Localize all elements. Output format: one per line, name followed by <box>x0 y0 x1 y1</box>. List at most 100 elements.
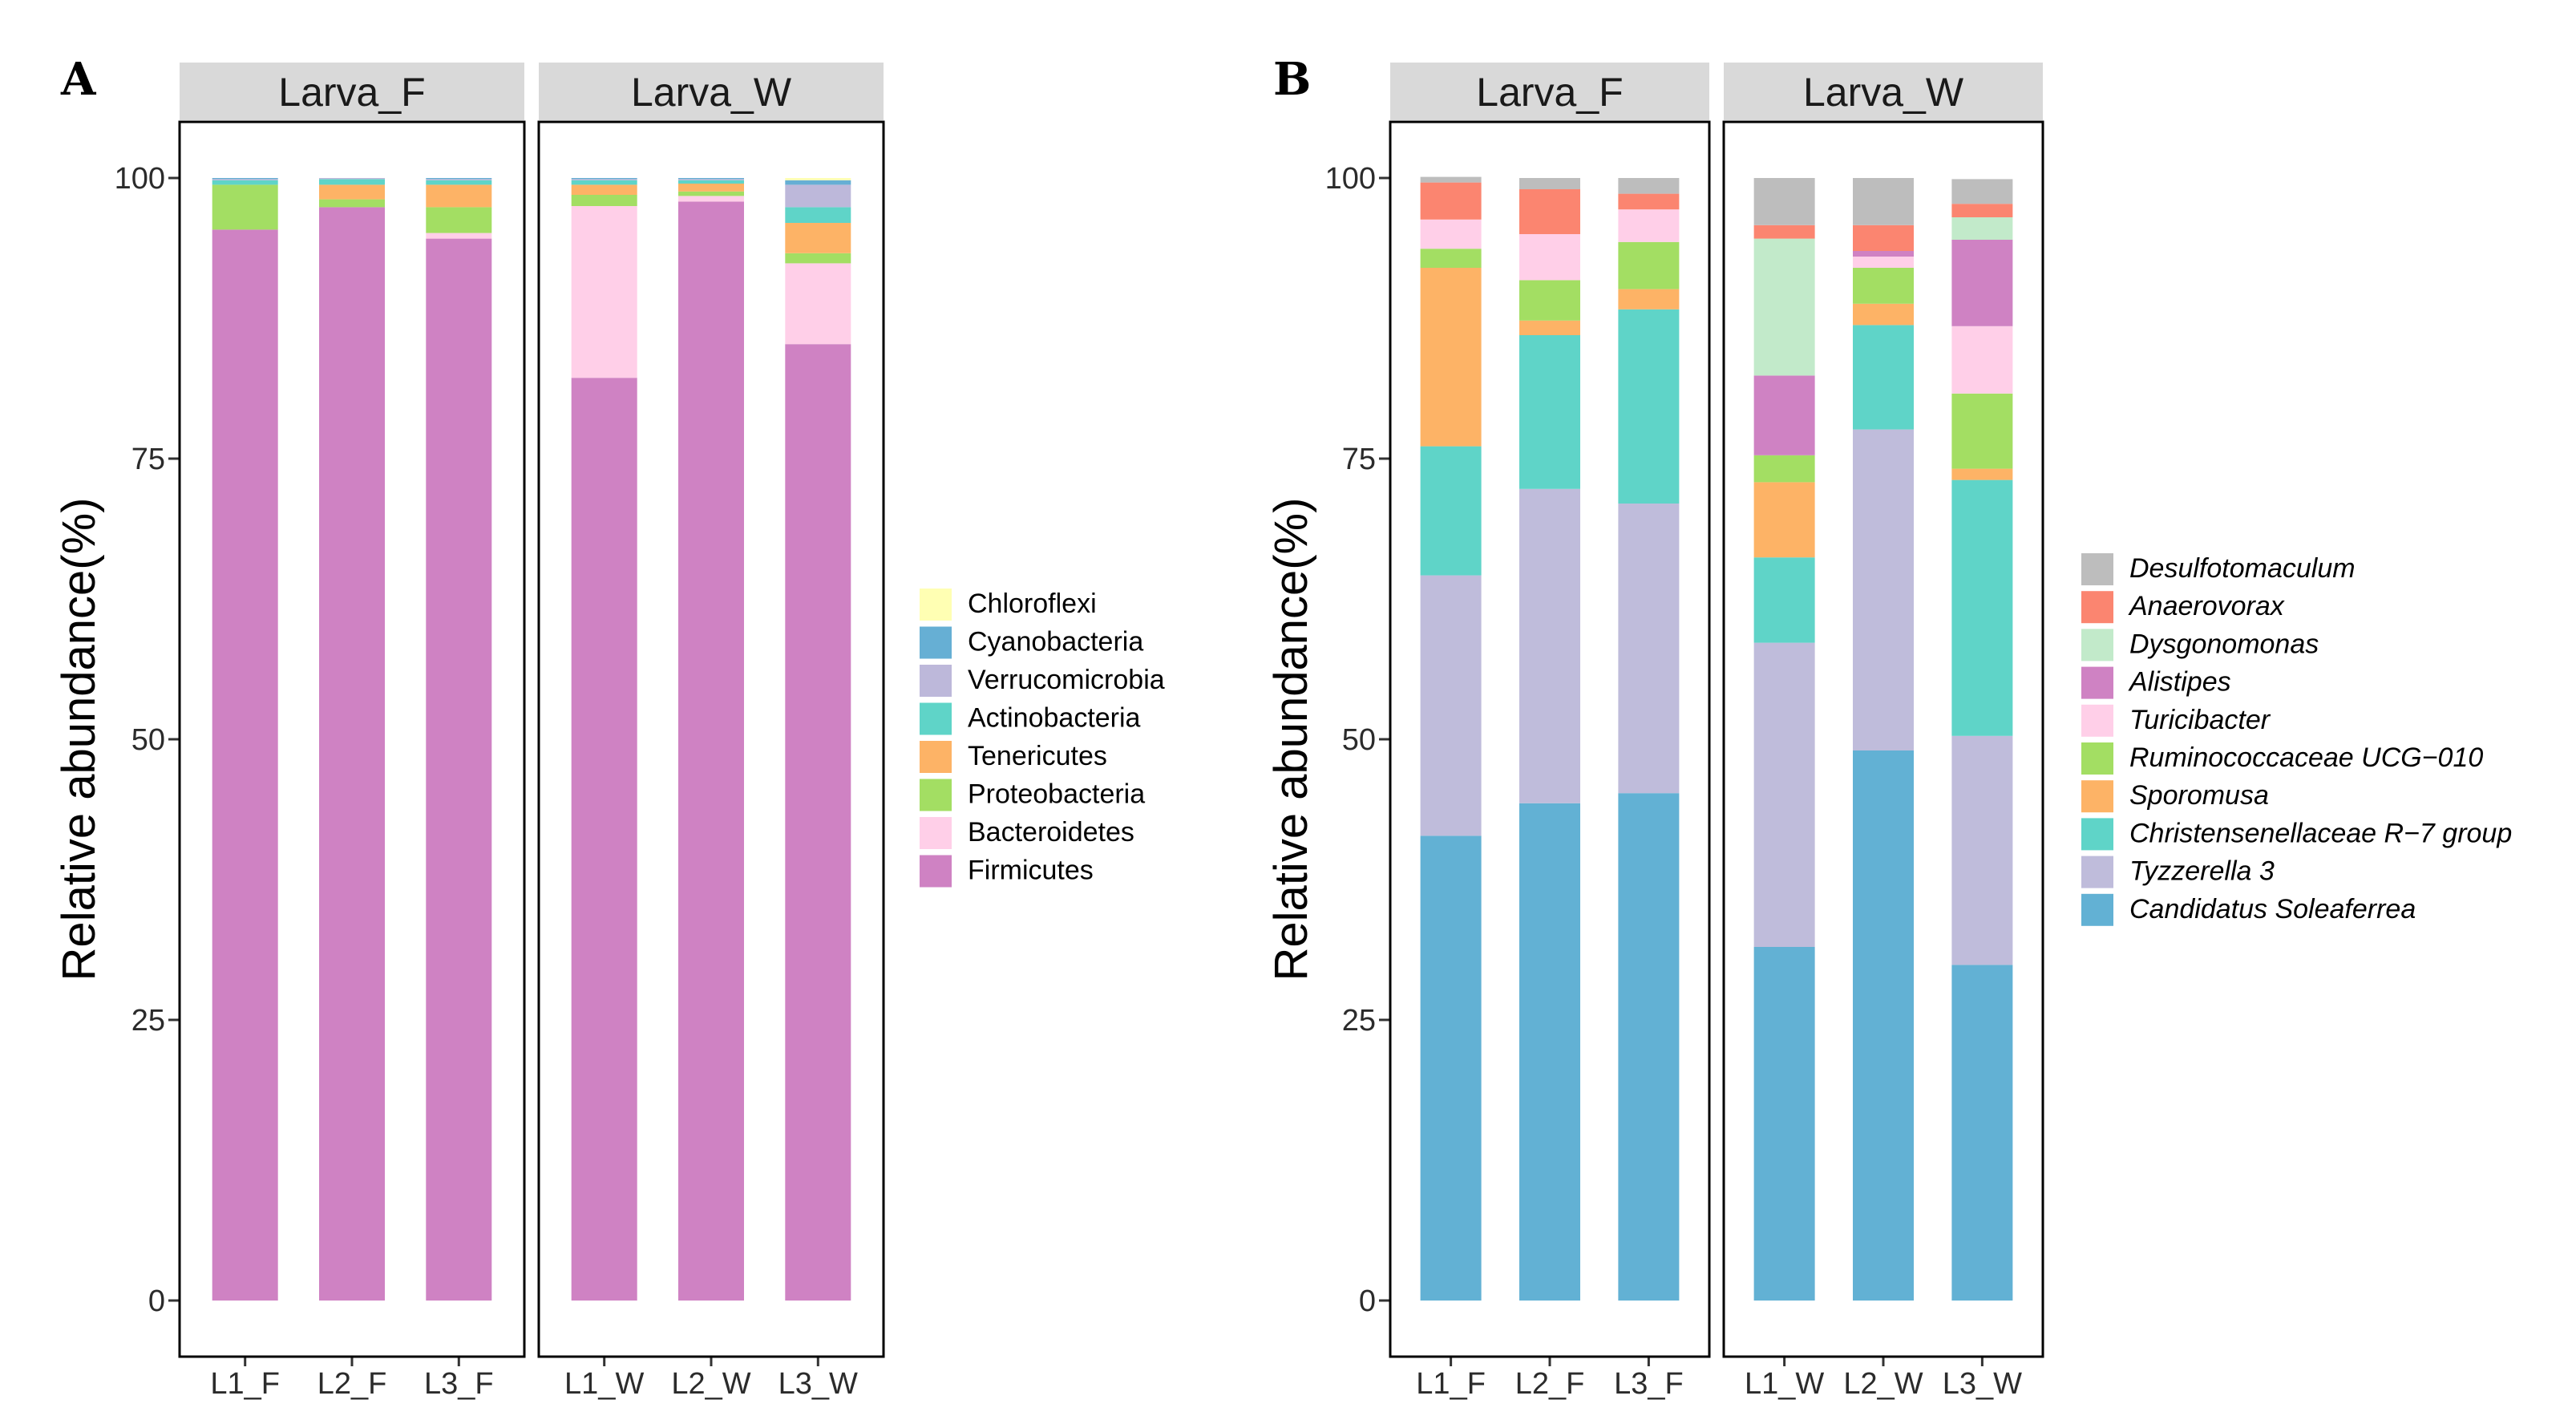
bar-segment-turicibacter: L3_F – Turicibacter: 2.9% <box>1618 209 1680 242</box>
x-tick-label: L3_W <box>1943 1367 2022 1401</box>
bar-segment-ruminococcaceae-ucg-010: L1_F – Ruminococcaceae UCG−010: 1.7% <box>1420 249 1482 268</box>
bar-segment-sporomusa: L2_F – Sporomusa: 1.3% <box>1519 320 1580 335</box>
bar-segment-verrucomicrobia: L3_F – Verrucomicrobia: 0.1% <box>426 179 492 180</box>
legend-swatch <box>920 665 952 697</box>
bar-segment-anaerovorax: L3_F – Anaerovorax: 1.4% <box>1618 193 1680 210</box>
bar-segment-anaerovorax: L3_W – Anaerovorax: 1.2% <box>1951 204 2013 217</box>
x-tick-label: L1_W <box>1745 1367 1824 1401</box>
bar-segment-desulfotomaculum: L3_F – Desulfotomaculum: 1.4% <box>1618 178 1680 194</box>
legend-swatch <box>920 589 952 621</box>
bar-segment-proteobacteria: L3_F – Proteobacteria: 2.3% <box>426 207 492 233</box>
y-tick-label: 25 <box>1342 1004 1376 1038</box>
bar-segment-tyzzerella-3: L1_W – Tyzzerella 3: 27.1% <box>1753 642 1815 947</box>
bar-segment-sporomusa: L1_F – Sporomusa: 15.9% <box>1420 268 1482 447</box>
bar-segment-actinobacteria: L3_F – Actinobacteria: 0.4% <box>426 180 492 185</box>
bar-segment-anaerovorax: L1_F – Anaerovorax: 3.3% <box>1420 182 1482 220</box>
x-tick-label: L2_W <box>1843 1367 1923 1401</box>
legend-swatch <box>2081 704 2113 737</box>
bar-segment-tyzzerella-3: L2_F – Tyzzerella 3: 28% <box>1519 488 1580 803</box>
bar-segment-verrucomicrobia: L1_F – Verrucomicrobia: 0.1% <box>212 179 278 180</box>
facet-larva-w: Larva_W L1_W – Candidatus Soleaferrea: 31… <box>1722 63 2044 1401</box>
bar-segment-tenericutes: L3_W – Tenericutes: 2.7% <box>785 223 851 253</box>
legend-label: Firmicutes <box>968 856 1094 886</box>
x-tick-label: L3_F <box>424 1367 494 1401</box>
bar-segment-turicibacter: L3_W – Turicibacter: 6% <box>1951 326 2013 394</box>
bar-segment-actinobacteria: L1_F – Actinobacteria: 0.4% <box>212 180 278 185</box>
x-tick-label: L2_F <box>1515 1367 1585 1401</box>
bar-segment-verrucomicrobia: L2_F – Verrucomicrobia: 0.1% <box>319 178 385 180</box>
legend-label: Candidatus Soleaferrea <box>2129 894 2416 924</box>
bar-segment-cyanobacteria: L3_F – Cyanobacteria: 0.1% <box>426 178 492 180</box>
bar-segment-candidatus-soleaferrea: L2_W – Candidatus Soleaferrea: 49% <box>1853 750 1914 1301</box>
bar-segment-candidatus-soleaferrea: L1_W – Candidatus Soleaferrea: 31.5% <box>1753 947 1815 1301</box>
bar-segment-ruminococcaceae-ucg-010: L2_F – Ruminococcaceae UCG−010: 3.6% <box>1519 280 1580 321</box>
legend-swatch <box>2081 818 2113 851</box>
facet-larva-w: Larva_W L1_W – Firmicutes: 82.2%L1_W – Ba… <box>537 63 885 1401</box>
legend-label: Chloroflexi <box>968 589 1097 619</box>
facet-strip-label: Larva_W <box>631 70 792 115</box>
facet-border <box>537 120 885 1358</box>
bar-segment-firmicutes: L1_F – Firmicutes: 95.4% <box>212 229 278 1301</box>
bar-segment-tyzzerella-3: L3_F – Tyzzerella 3: 25.8% <box>1618 504 1680 794</box>
facet-strip <box>1724 63 2043 120</box>
legend-swatch <box>920 855 952 888</box>
bar-segment-anaerovorax: L2_W – Anaerovorax: 2.3% <box>1853 225 1914 251</box>
legend-label: Proteobacteria <box>968 779 1145 810</box>
bar-segment-sporomusa: L3_W – Sporomusa: 1% <box>1951 468 2013 480</box>
x-tick-label: L1_W <box>564 1367 644 1401</box>
bar-segment-tenericutes: L2_W – Tenericutes: 0.7% <box>678 184 744 192</box>
bar-segment-tyzzerella-3: L1_F – Tyzzerella 3: 23.2% <box>1420 575 1482 836</box>
bar-segment-christensenellaceae-r-7-group: L3_W – Christensenellaceae R−7 group: 22… <box>1951 479 2013 736</box>
legend-swatch <box>2081 629 2113 661</box>
legend-label: Anaerovorax <box>2128 591 2285 621</box>
bar-segment-candidatus-soleaferrea: L1_F – Candidatus Soleaferrea: 41.4% <box>1420 835 1482 1301</box>
x-tick-label: L1_F <box>210 1367 280 1401</box>
bar-segment-cyanobacteria: L1_W – Cyanobacteria: 0.1% <box>571 178 637 180</box>
x-tick-label: L2_W <box>671 1367 750 1401</box>
bar-segment-cyanobacteria: L2_W – Cyanobacteria: 0.1% <box>678 178 744 180</box>
x-tick-label: L1_F <box>1416 1367 1486 1401</box>
bar-segment-desulfotomaculum: L1_F – Desulfotomaculum: 0.5% <box>1420 176 1482 183</box>
bar-segment-desulfotomaculum: L3_W – Desulfotomaculum: 2.2% <box>1951 179 2013 204</box>
legend-label: Desulfotomaculum <box>2129 553 2356 584</box>
y-tick-label: 0 <box>148 1284 165 1318</box>
legend-swatch <box>920 626 952 659</box>
facet-border <box>178 120 526 1358</box>
bar-segment-bacteroidetes: L3_W – Bacteroidetes: 7.2% <box>785 263 851 345</box>
bar-segment-actinobacteria: L1_W – Actinobacteria: 0.4% <box>571 180 637 185</box>
bar-segment-bacteroidetes: L3_F – Bacteroidetes: 0.5% <box>426 233 492 239</box>
bar-segment-tenericutes: L1_W – Tenericutes: 0.9% <box>571 184 637 195</box>
bar-segment-firmicutes: L2_F – Firmicutes: 97.4% <box>319 207 385 1301</box>
legend-swatch <box>2081 666 2113 699</box>
legend-swatch <box>920 702 952 735</box>
bar-segment-desulfotomaculum: L1_W – Desulfotomaculum: 4.2% <box>1753 178 1815 225</box>
facet-border <box>1722 120 2044 1358</box>
bar-segment-tenericutes: L3_F – Tenericutes: 2% <box>426 184 492 208</box>
bar-segment-tyzzerella-3: L2_W – Tyzzerella 3: 28.6% <box>1853 429 1914 750</box>
bar-segment-actinobacteria: L2_W – Actinobacteria: 0.3% <box>678 180 744 184</box>
bar-segment-proteobacteria: L2_F – Proteobacteria: 0.7% <box>319 199 385 208</box>
facet-strip-label: Larva_F <box>278 70 425 115</box>
panel-letter: B <box>1273 53 1311 106</box>
bar-segment-ruminococcaceae-ucg-010: L3_F – Ruminococcaceae UCG−010: 4.2% <box>1618 241 1680 289</box>
bar-segment-christensenellaceae-r-7-group: L1_W – Christensenellaceae R−7 group: 7.… <box>1753 557 1815 643</box>
bar-segment-proteobacteria: L3_W – Proteobacteria: 0.9% <box>785 253 851 264</box>
bar-segment-candidatus-soleaferrea: L3_W – Candidatus Soleaferrea: 29.9% <box>1951 965 2013 1301</box>
bar-segment-desulfotomaculum: L2_W – Desulfotomaculum: 4.2% <box>1853 178 1914 225</box>
bar-segment-firmicutes: L2_W – Firmicutes: 97.9% <box>678 201 744 1301</box>
bar-segment-tenericutes: L2_F – Tenericutes: 1.3% <box>319 184 385 200</box>
facet-larva-f: Larva_F L1_F – Candidatus Soleaferrea: 41… <box>1389 63 1711 1401</box>
legend-label: Sporomusa <box>2129 780 2269 811</box>
bar-segment-firmicutes: L1_W – Firmicutes: 82.2% <box>571 378 637 1301</box>
bar-segment-desulfotomaculum: L2_F – Desulfotomaculum: 1% <box>1519 178 1580 189</box>
bar-segment-bacteroidetes: L2_W – Bacteroidetes: 0.5% <box>678 196 744 202</box>
x-tick-label: L2_F <box>317 1367 387 1401</box>
facet-border <box>1389 120 1711 1358</box>
legend-label: Turicibacter <box>2129 705 2271 735</box>
bar-segment-proteobacteria: L1_F – Proteobacteria: 4% <box>212 184 278 230</box>
bar-segment-firmicutes: L3_W – Firmicutes: 85.2% <box>785 344 851 1301</box>
legend: Desulfotomaculum Anaerovorax Dysgonomonas A… <box>2081 553 2512 926</box>
bar-segment-alistipes: L1_W – Alistipes: 7.1% <box>1753 375 1815 455</box>
